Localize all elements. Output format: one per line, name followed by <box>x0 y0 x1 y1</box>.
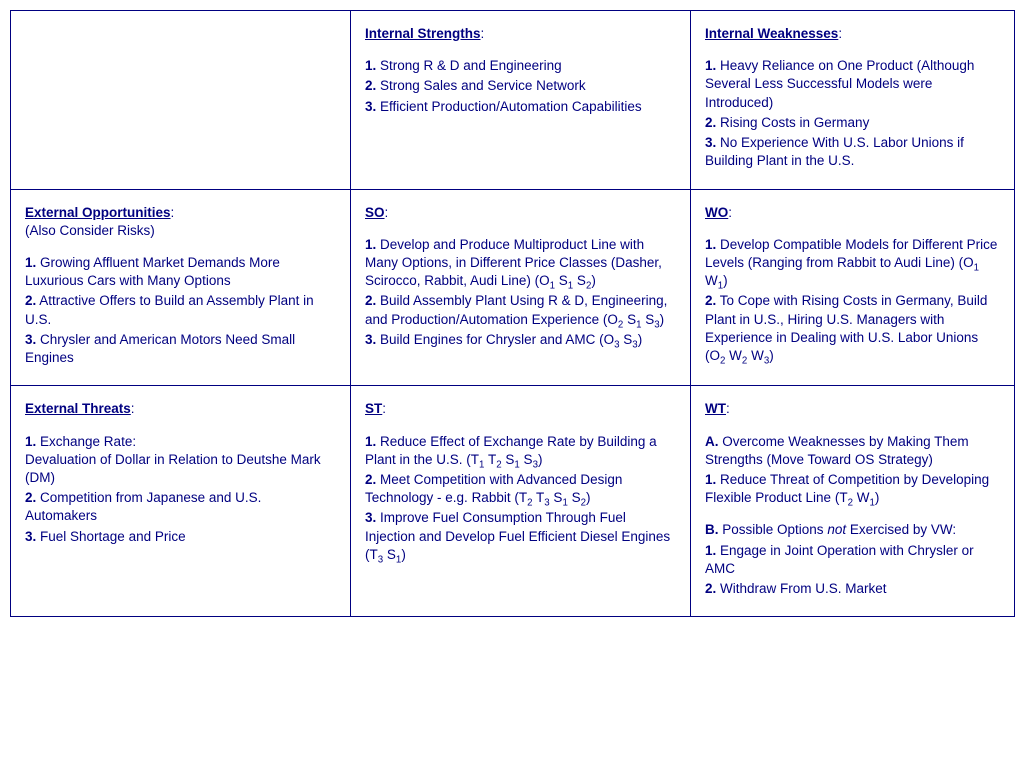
header-weaknesses: Internal Weaknesses <box>705 26 838 41</box>
cell-internal-strengths: Internal Strengths: 1. Strong R & D and … <box>351 11 691 190</box>
cell-wo: WO: 1. Develop Compatible Models for Dif… <box>691 189 1015 386</box>
swot-matrix-table: Internal Strengths: 1. Strong R & D and … <box>10 10 1015 617</box>
cell-wt: WT: A. Overcome Weaknesses by Making The… <box>691 386 1015 617</box>
cell-external-threats: External Threats: 1. Exchange Rate: Deva… <box>11 386 351 617</box>
cell-so: SO: 1. Develop and Produce Multiproduct … <box>351 189 691 386</box>
header-st: ST <box>365 401 382 416</box>
header-wo: WO <box>705 205 728 220</box>
opportunities-subheader: (Also Consider Risks) <box>25 223 155 238</box>
cell-empty <box>11 11 351 190</box>
header-strengths: Internal Strengths <box>365 26 481 41</box>
cell-internal-weaknesses: Internal Weaknesses: 1. Heavy Reliance o… <box>691 11 1015 190</box>
header-so: SO <box>365 205 385 220</box>
header-threats: External Threats <box>25 401 131 416</box>
header-wt: WT <box>705 401 726 416</box>
cell-external-opportunities: External Opportunities: (Also Consider R… <box>11 189 351 386</box>
header-opportunities: External Opportunities <box>25 205 171 220</box>
cell-st: ST: 1. Reduce Effect of Exchange Rate by… <box>351 386 691 617</box>
